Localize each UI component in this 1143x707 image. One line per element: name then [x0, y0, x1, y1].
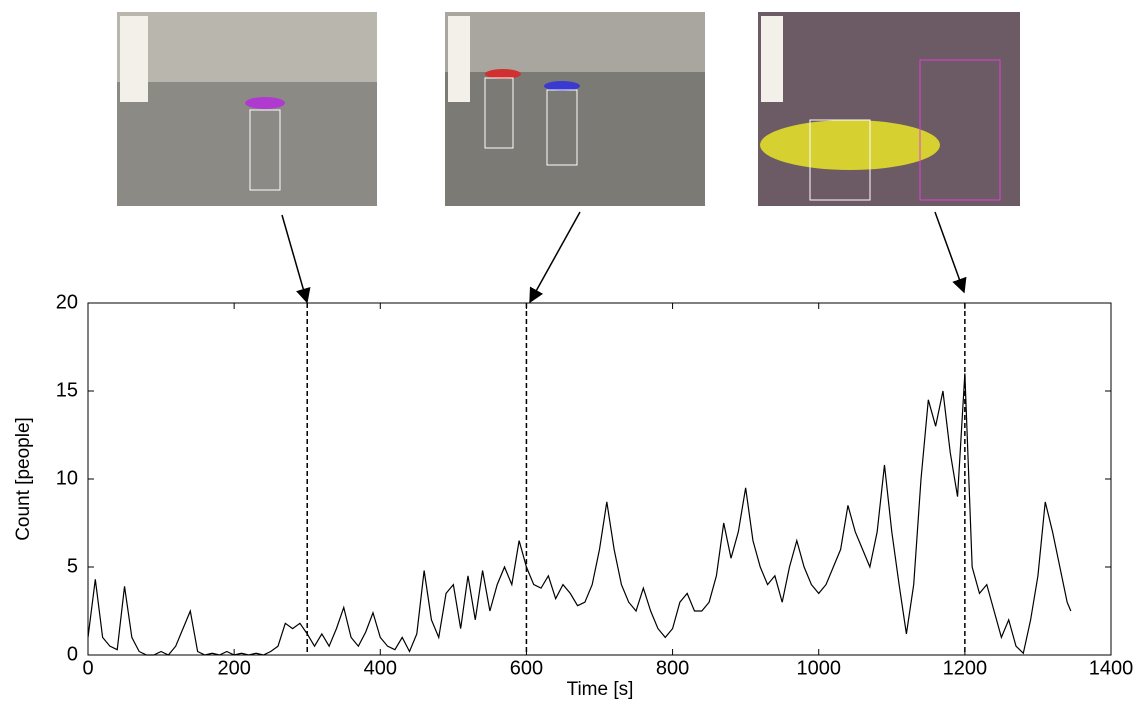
- x-tick-label: 400: [364, 657, 397, 679]
- y-tick-label: 10: [56, 467, 78, 489]
- x-tick-label: 600: [510, 657, 543, 679]
- x-axis-label: Time [s]: [567, 679, 634, 700]
- x-tick-label: 0: [82, 657, 93, 679]
- y-tick-label: 15: [56, 379, 78, 401]
- snapshot: [445, 12, 705, 206]
- snapshot: [117, 12, 377, 206]
- snapshot: [758, 12, 1020, 206]
- data-line: [87, 373, 1072, 656]
- y-tick-label: 20: [56, 291, 78, 313]
- y-axis-label: Count [people]: [13, 417, 34, 541]
- y-tick-label: 5: [67, 555, 78, 577]
- arrow: [281, 214, 311, 304]
- arrow: [529, 211, 581, 304]
- plot-frame: [87, 302, 1112, 656]
- x-tick-label: 800: [656, 657, 689, 679]
- y-tick-label: 0: [67, 643, 78, 665]
- arrow: [934, 211, 967, 294]
- x-tick-label: 200: [217, 657, 250, 679]
- x-tick-label: 1400: [1089, 657, 1134, 679]
- x-tick-label: 1000: [796, 657, 841, 679]
- x-tick-label: 1200: [943, 657, 988, 679]
